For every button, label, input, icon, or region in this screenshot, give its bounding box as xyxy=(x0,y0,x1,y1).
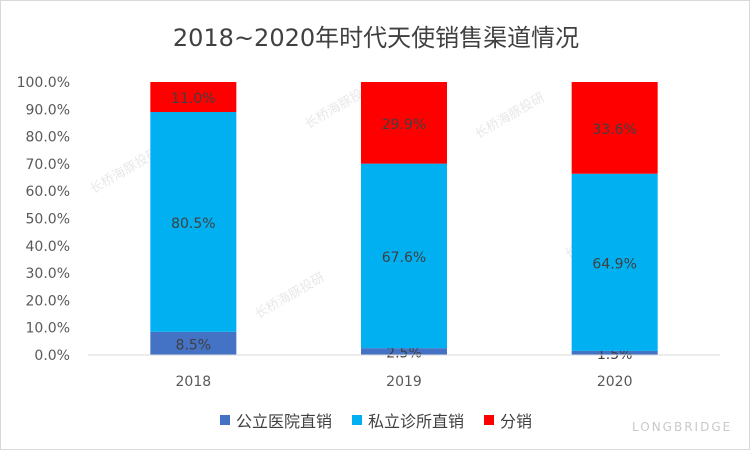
y-tick-label: 10.0% xyxy=(26,321,70,337)
bar-segment xyxy=(150,331,237,355)
y-tick-label: 20.0% xyxy=(26,293,70,309)
y-tick-label: 60.0% xyxy=(26,184,70,200)
y-tick-label: 80.0% xyxy=(26,130,70,146)
brand-logo: LONGBRIDGE xyxy=(632,420,733,434)
x-tick-label: 2018 xyxy=(176,374,212,390)
data-label: 64.9% xyxy=(592,256,636,272)
legend-label: 公立医院直销 xyxy=(235,412,332,431)
bar-segment xyxy=(150,82,237,113)
data-label: 2.5% xyxy=(386,346,422,362)
chart-title: 2018~2020年时代天使销售渠道情况 xyxy=(172,24,580,52)
y-tick-label: 40.0% xyxy=(26,239,70,255)
y-tick-label: 50.0% xyxy=(26,212,70,228)
x-tick-label: 2020 xyxy=(597,374,633,390)
legend-item: 公立医院直销 xyxy=(219,408,332,432)
legend-swatch xyxy=(219,415,230,425)
legend-item: 分销 xyxy=(484,408,532,432)
legend-swatch xyxy=(351,415,362,425)
legend: 公立医院直销 私立诊所直销 分销 xyxy=(0,408,752,432)
legend-swatch xyxy=(484,415,494,425)
x-tick-label: 2019 xyxy=(386,374,422,390)
data-label: 11.0% xyxy=(171,91,215,107)
legend-label: 分销 xyxy=(500,412,533,431)
data-label: 33.6% xyxy=(592,122,636,138)
y-tick-label: 0.0% xyxy=(34,348,70,364)
y-tick-label: 90.0% xyxy=(26,102,70,118)
y-tick-label: 30.0% xyxy=(26,266,70,282)
y-tick-label: 70.0% xyxy=(26,157,70,173)
bar-segment xyxy=(361,82,447,164)
y-tick-label: 100.0% xyxy=(17,75,70,91)
data-label: 80.5% xyxy=(171,216,215,232)
data-label: 67.6% xyxy=(382,250,426,266)
legend-item: 私立诊所直销 xyxy=(351,408,464,432)
bar-segment xyxy=(571,173,658,351)
legend-label: 私立诊所直销 xyxy=(367,412,464,431)
bar-segment xyxy=(571,82,658,174)
data-label: 8.5% xyxy=(176,337,212,353)
bar-segment xyxy=(150,112,237,332)
data-label: 29.9% xyxy=(382,117,426,133)
bar-segment xyxy=(571,350,658,355)
bar-segment xyxy=(361,348,447,355)
bar-segment xyxy=(361,163,447,349)
